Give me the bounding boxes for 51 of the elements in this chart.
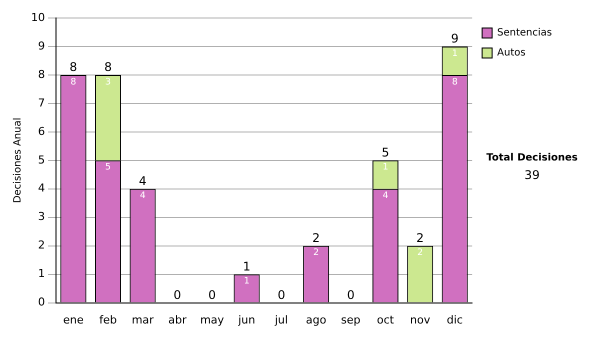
y-tick-label: 6 [38, 124, 45, 138]
text: Total Decisiones [486, 152, 578, 164]
legend-label: Sentencias [497, 28, 552, 39]
total-label: 0 [278, 288, 286, 302]
total-label: 0 [208, 288, 216, 302]
legend-label: Autos [497, 48, 526, 59]
total-label: 0 [174, 288, 182, 302]
total-label: 9 [450, 32, 459, 46]
y-tick-label: 8 [38, 68, 45, 81]
x-tick-label: abr [168, 313, 187, 326]
y-axis-title: Decisiones Anual [12, 118, 24, 204]
total-label: 2 [312, 230, 320, 245]
data-label: 3 [105, 77, 111, 88]
total-label: 8 [104, 60, 112, 74]
x-tick-label: may [200, 313, 225, 326]
x-tick-label: feb [99, 313, 117, 326]
data-label: 5 [105, 162, 111, 173]
x-tick-label: dic [446, 313, 463, 326]
y-tick-label: 3 [38, 210, 45, 224]
x-tick-label: ago [306, 313, 327, 326]
y-tick-label: 4 [38, 182, 45, 195]
x-tick-label: mar [132, 313, 154, 326]
total-label: 1 [242, 259, 251, 274]
y-tick-label: 9 [38, 39, 45, 52]
data-label: 8 [452, 77, 458, 88]
y-tick-label: 7 [38, 96, 45, 110]
data-label: 8 [70, 77, 76, 88]
x-tick-label: jul [274, 313, 288, 326]
total-label: 4 [138, 174, 147, 188]
y-tick-label: 5 [38, 153, 45, 166]
x-tick-label: jun [237, 313, 256, 326]
total-label: 5 [382, 146, 390, 160]
total-label: 2 [416, 230, 424, 245]
data-label: 1 [452, 48, 458, 59]
data-label: 4 [382, 191, 389, 202]
data-label: 1 [382, 162, 388, 173]
x-tick-label: sep [341, 313, 361, 326]
total-label: 0 [346, 288, 355, 302]
data-label: 2 [417, 248, 423, 258]
x-tick-label: oct [376, 313, 395, 326]
y-tick-label: 1 [38, 267, 45, 280]
y-tick-label: 0 [38, 296, 45, 309]
data-label: 4 [140, 191, 146, 202]
x-tick-label: nov [410, 313, 431, 326]
total-label: 8 [70, 60, 78, 74]
data-label: 1 [244, 276, 250, 287]
data-label: 2 [313, 248, 319, 258]
y-tick-label: 2 [38, 238, 45, 252]
x-tick-label: ene [63, 313, 84, 326]
text: 39 [524, 168, 540, 182]
y-tick-label: 10 [30, 10, 45, 24]
